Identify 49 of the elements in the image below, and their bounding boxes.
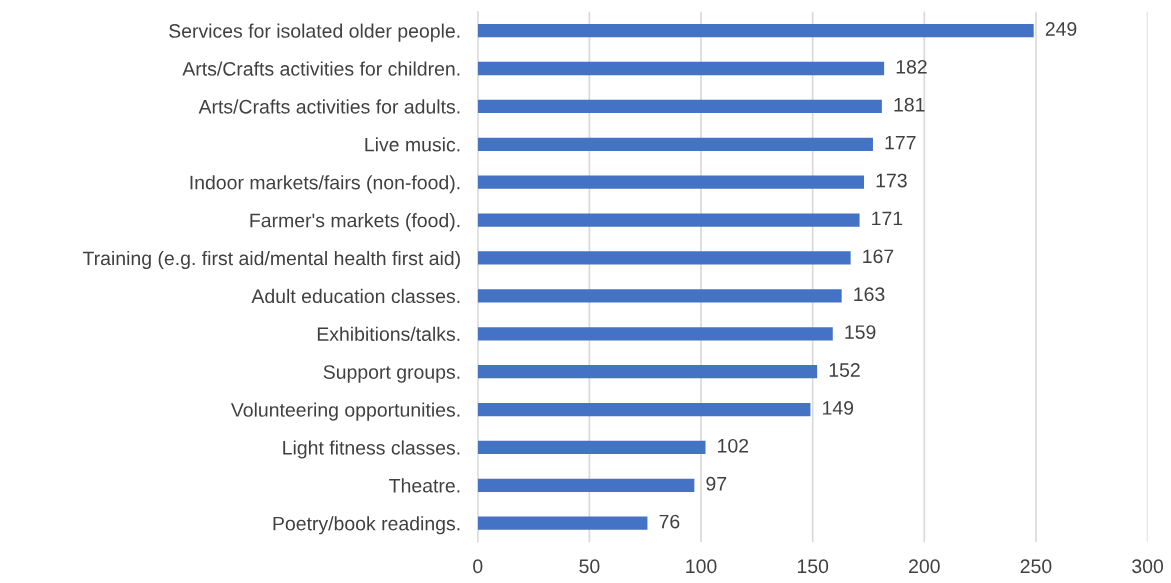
bar bbox=[477, 251, 851, 265]
data-label: 97 bbox=[706, 476, 727, 491]
data-label: 173 bbox=[876, 173, 907, 188]
bar bbox=[477, 175, 865, 189]
data-label: 182 bbox=[896, 59, 927, 74]
bar bbox=[477, 478, 695, 492]
bar bbox=[477, 61, 885, 76]
y-tick-label: Arts/Crafts activities for children. bbox=[182, 61, 460, 76]
x-tick-label: 300 bbox=[1132, 559, 1164, 574]
data-label: 159 bbox=[845, 325, 876, 339]
bar bbox=[477, 23, 1034, 38]
y-tick-label: Theatre. bbox=[389, 478, 460, 493]
data-label: 167 bbox=[863, 249, 894, 264]
data-label: 149 bbox=[823, 401, 854, 415]
y-tick-label: Poetry/book readings. bbox=[273, 516, 460, 535]
bar bbox=[477, 327, 833, 341]
bar bbox=[477, 99, 882, 114]
data-label: 171 bbox=[872, 211, 903, 226]
bar bbox=[477, 516, 648, 530]
x-tick-label: 250 bbox=[1020, 559, 1052, 574]
bar bbox=[477, 213, 860, 227]
data-label: 152 bbox=[829, 363, 860, 377]
y-tick-label: Services for isolated older people. bbox=[169, 23, 460, 42]
bar bbox=[477, 402, 811, 417]
x-tick-label: 200 bbox=[909, 559, 940, 574]
x-tick-label: 150 bbox=[797, 559, 829, 574]
bar bbox=[477, 365, 818, 379]
y-tick-label: Exhibitions/talks. bbox=[317, 326, 460, 341]
y-tick-label: Adult education classes. bbox=[251, 288, 460, 304]
y-tick-label: Volunteering opportunities. bbox=[230, 402, 460, 421]
y-tick-label: Training (e.g. first aid/mental health first aid) bbox=[82, 250, 460, 270]
data-label: 102 bbox=[718, 438, 749, 453]
bar bbox=[477, 137, 873, 151]
y-tick-label: Farmer's markets (food). bbox=[250, 213, 460, 232]
x-tick-label: 100 bbox=[686, 559, 717, 574]
bar bbox=[477, 289, 842, 303]
x-tick-label: 0 bbox=[473, 559, 483, 574]
bar bbox=[477, 440, 706, 455]
data-label: 76 bbox=[659, 514, 680, 529]
data-label: 249 bbox=[1045, 22, 1077, 36]
y-tick-label: Indoor markets/fairs (non-food). bbox=[190, 175, 460, 194]
y-tick-label: Light fitness classes. bbox=[283, 440, 460, 459]
x-tick-label: 50 bbox=[579, 559, 600, 574]
y-tick-label: Live music. bbox=[365, 137, 460, 152]
data-label: 177 bbox=[885, 135, 916, 150]
data-label: 181 bbox=[894, 97, 925, 112]
data-label: 163 bbox=[854, 287, 885, 302]
y-tick-label: Support groups. bbox=[323, 365, 460, 383]
y-tick-label: Arts/Crafts activities for adults. bbox=[198, 99, 460, 114]
